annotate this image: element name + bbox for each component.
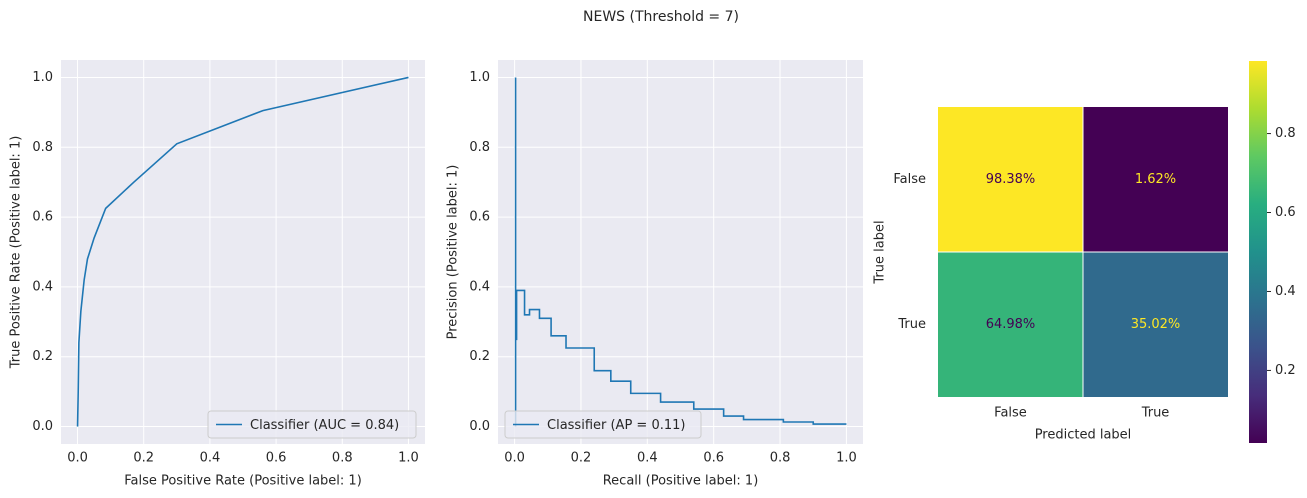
y-tick-label: 0.4: [32, 279, 53, 294]
y-tick-label: False: [893, 172, 926, 187]
heatmap-cell: [938, 107, 1083, 252]
legend-label: Classifier (AP = 0.11): [547, 418, 685, 433]
plot-area: [61, 60, 425, 444]
x-tick-label: 0.0: [504, 451, 525, 466]
legend-label: Classifier (AUC = 0.84): [250, 418, 399, 433]
legend-box: [207, 410, 417, 439]
cell-label: 35.02%: [1131, 317, 1181, 332]
x-tick-label: 0.4: [637, 451, 658, 466]
x-tick-label: 1.0: [398, 451, 419, 466]
legend-box: [504, 410, 702, 439]
colorbar-tick-label: 0.4: [1275, 284, 1296, 299]
x-tick-label: 0.6: [266, 451, 287, 466]
x-tick-label: 0.8: [332, 451, 353, 466]
line: [514, 77, 847, 427]
y-tick-label: 0.2: [32, 349, 53, 364]
x-tick-label: 1.0: [836, 451, 857, 466]
line: [76, 76, 409, 427]
y-axis-label: True Positive Rate (Positive label: 1): [9, 136, 24, 370]
cell-label: 98.38%: [986, 172, 1036, 187]
heatmap-cell: [1083, 252, 1228, 397]
y-tick-label: 0.6: [469, 210, 490, 225]
cell-label: 64.98%: [986, 317, 1036, 332]
y-tick-label: 0.4: [469, 279, 490, 294]
x-axis-label: Recall (Positive label: 1): [603, 474, 759, 489]
y-axis-label: Precision (Positive label: 1): [446, 165, 461, 340]
figure-title: NEWS (Threshold = 7): [583, 9, 739, 25]
x-tick-label: True: [1141, 406, 1170, 421]
y-tick-label: 0.0: [469, 419, 490, 434]
colorbar: [1249, 61, 1267, 443]
y-tick-label: 1.0: [32, 70, 53, 85]
y-tick-label: 0.0: [32, 419, 53, 434]
x-tick-label: 0.4: [200, 451, 221, 466]
heatmap-cell: [1083, 107, 1228, 252]
colorbar-tick-label: 0.6: [1275, 205, 1296, 220]
heatmap-cell: [938, 252, 1083, 397]
y-tick-label: 0.6: [32, 210, 53, 225]
y-tick-label: True: [897, 317, 926, 332]
cell-label: 1.62%: [1135, 172, 1176, 187]
y-tick-label: 0.2: [469, 349, 490, 364]
colorbar-tick-label: 0.2: [1275, 363, 1296, 378]
y-tick-label: 0.8: [32, 140, 53, 155]
x-tick-label: 0.2: [133, 451, 154, 466]
y-tick-label: 0.8: [469, 140, 490, 155]
x-tick-label: 0.8: [770, 451, 791, 466]
y-axis-label: True label: [873, 220, 888, 284]
x-axis-label: False Positive Rate (Positive label: 1): [124, 474, 362, 489]
x-axis-label: Predicted label: [1035, 428, 1132, 443]
plot-area: [498, 60, 863, 444]
x-tick-label: False: [994, 406, 1027, 421]
x-tick-label: 0.2: [571, 451, 592, 466]
x-tick-label: 0.0: [67, 451, 88, 466]
colorbar-tick-label: 0.8: [1275, 126, 1296, 141]
y-tick-label: 1.0: [469, 70, 490, 85]
x-tick-label: 0.6: [703, 451, 724, 466]
